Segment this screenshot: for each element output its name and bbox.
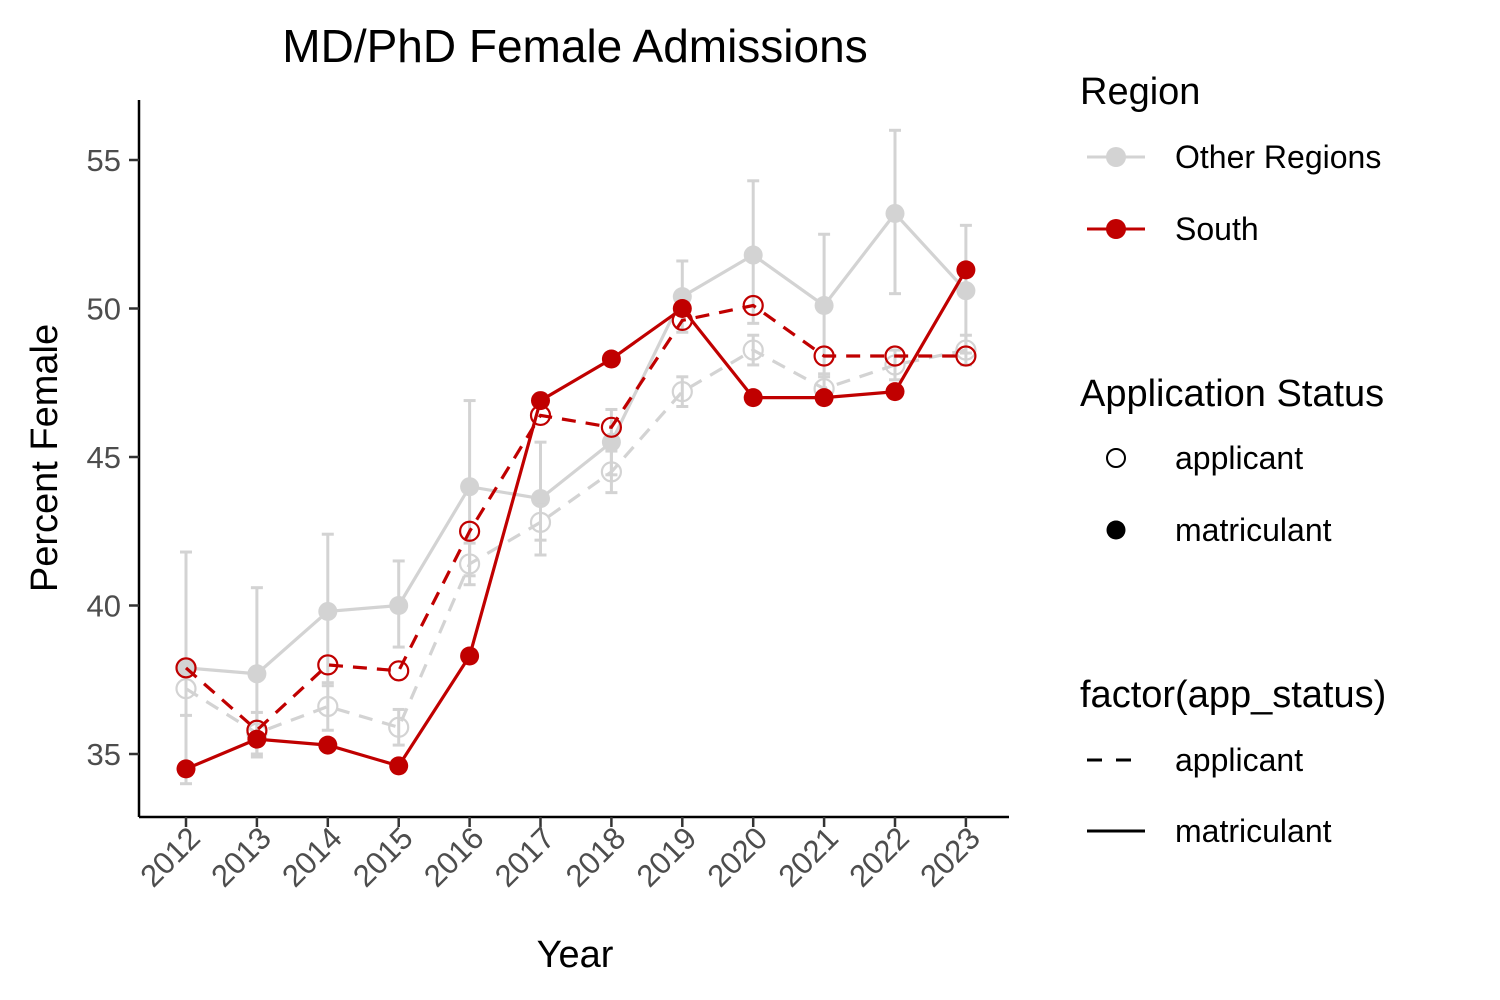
legend-key-point <box>1106 219 1126 239</box>
data-point <box>317 654 339 676</box>
legend-label: applicant <box>1175 742 1303 778</box>
x-tick-label: 2014 <box>275 820 349 894</box>
data-point <box>318 601 338 621</box>
y-tick-label: 55 <box>87 143 121 178</box>
y-tick-label: 45 <box>87 440 121 475</box>
data-point <box>176 759 196 779</box>
series-other-regions-applicant <box>175 333 977 756</box>
legend-label: applicant <box>1175 440 1303 476</box>
y-tick-label: 35 <box>87 737 121 772</box>
x-ticks: 2012201320142015201620172018201920202021… <box>133 817 987 894</box>
legend-title: Application Status <box>1080 373 1384 415</box>
data-point <box>956 281 976 301</box>
data-point <box>389 756 409 776</box>
y-tick-label: 40 <box>87 589 121 624</box>
data-point <box>813 345 835 367</box>
legend-key-point <box>1106 147 1126 167</box>
legend-label: South <box>1175 211 1259 247</box>
x-tick-label: 2021 <box>772 820 846 894</box>
data-point <box>600 416 623 438</box>
x-tick-label: 2020 <box>701 820 775 894</box>
data-point <box>601 349 621 369</box>
data-point <box>529 511 552 533</box>
legend-label: Other Regions <box>1175 139 1381 175</box>
data-point <box>389 596 409 615</box>
data-point <box>175 678 197 700</box>
data-point <box>601 432 621 452</box>
data-point <box>671 381 693 403</box>
legend-key-point <box>1106 520 1126 540</box>
data-point <box>672 299 692 318</box>
data-point <box>388 660 410 682</box>
data-point <box>318 735 338 755</box>
x-tick-label: 2017 <box>488 820 562 894</box>
y-axis-label: Percent Female <box>24 324 66 592</box>
data-point <box>247 729 267 749</box>
series-other-regions-matriculant <box>176 128 976 786</box>
data-point <box>459 520 481 542</box>
y-ticks: 35 40 45 50 55 <box>87 143 139 772</box>
data-point <box>388 716 410 738</box>
data-point <box>317 695 339 718</box>
x-tick-label: 2016 <box>417 820 491 894</box>
data-point <box>175 657 197 679</box>
data-point <box>247 664 267 684</box>
x-tick-label: 2022 <box>842 820 916 894</box>
data-point <box>956 260 976 280</box>
legend: Region Other Regions South Application Stat… <box>1080 71 1386 849</box>
legend-label: matriculant <box>1175 813 1332 849</box>
x-tick-label: 2013 <box>204 820 278 894</box>
chart-title: MD/PhD Female Admissions <box>282 20 867 72</box>
series-layer <box>175 128 977 786</box>
x-axis-label: Year <box>537 934 614 976</box>
data-point <box>884 345 906 367</box>
data-point <box>814 296 834 316</box>
data-point <box>460 646 480 666</box>
x-tick-label: 2018 <box>559 820 633 894</box>
series-south-matriculant <box>176 260 976 779</box>
series-line <box>184 303 966 733</box>
data-point <box>955 339 977 361</box>
data-point <box>742 339 764 361</box>
legend-title: factor(app_status) <box>1080 674 1386 716</box>
data-point <box>814 388 834 408</box>
data-point <box>885 382 905 402</box>
data-point <box>955 345 977 367</box>
data-point <box>743 388 763 408</box>
series-line <box>185 211 968 676</box>
data-point <box>743 245 763 265</box>
y-tick-label: 50 <box>87 292 121 327</box>
data-point <box>885 203 905 223</box>
series-line <box>185 269 968 771</box>
series-south-applicant <box>175 294 977 741</box>
legend-label: matriculant <box>1175 512 1332 548</box>
data-point <box>460 477 480 497</box>
legend-key-point <box>1106 448 1126 468</box>
x-tick-label: 2019 <box>630 820 704 894</box>
x-tick-label: 2015 <box>346 820 420 894</box>
x-tick-label: 2012 <box>133 820 207 894</box>
legend-title: Region <box>1080 71 1200 113</box>
data-point <box>459 553 481 575</box>
data-point <box>531 391 550 411</box>
data-point <box>742 294 764 317</box>
data-point <box>600 461 623 483</box>
x-tick-label: 2023 <box>913 820 987 894</box>
series-line <box>185 348 967 735</box>
